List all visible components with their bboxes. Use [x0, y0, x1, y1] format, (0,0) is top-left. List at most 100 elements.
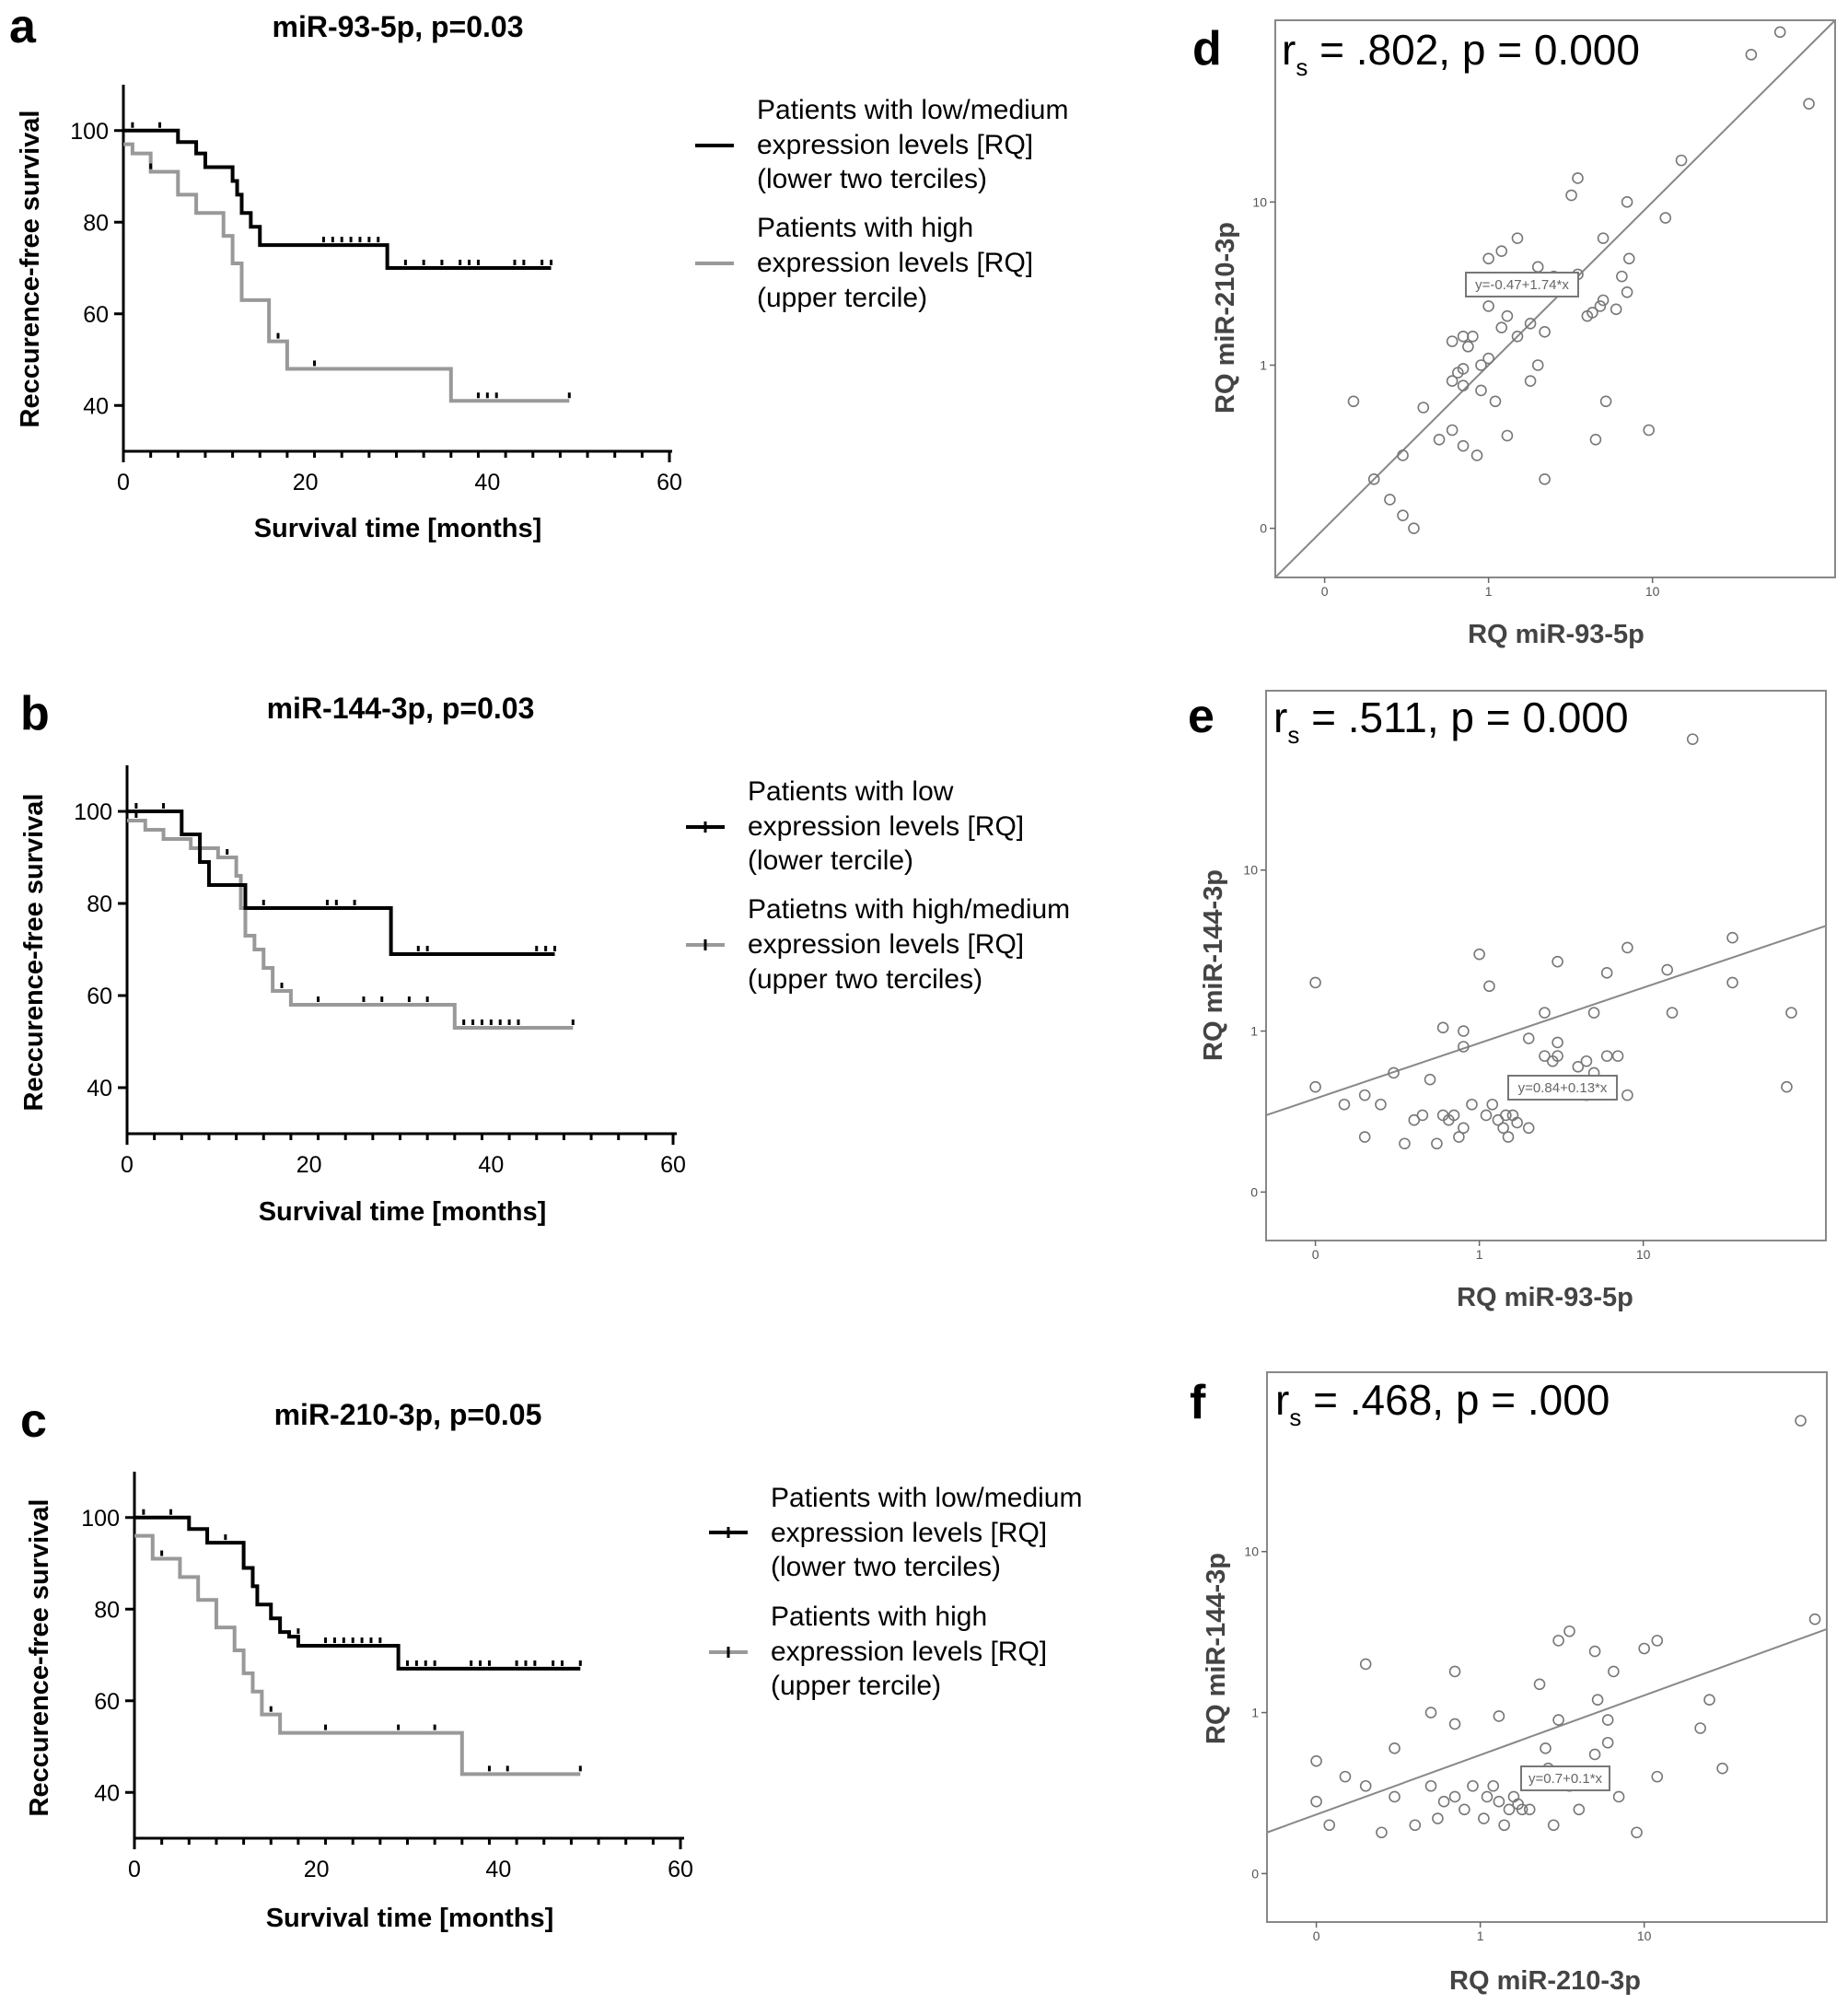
scatter-point-e-1: [1726, 931, 1738, 944]
x-tick-label-c-40: 40: [485, 1857, 511, 1882]
x-tick-label-d-1: 1: [1485, 584, 1493, 599]
scatter-point-f-51: [1310, 1795, 1322, 1808]
scatter-point-d-20: [1594, 300, 1607, 312]
corr-stat-f: rs = .468, p = .000: [1275, 1376, 1610, 1431]
scatter-point-d-40: [1475, 384, 1487, 397]
scatter-point-f-28: [1389, 1790, 1401, 1803]
scatter-point-d-41: [1524, 375, 1537, 387]
scatter-point-f-36: [1493, 1795, 1505, 1808]
scatter-point-d-22: [1586, 307, 1598, 319]
y-tick-label-d-1: 1: [1260, 358, 1267, 373]
scatter-point-d-17: [1621, 285, 1633, 298]
km-curve-c-high: [134, 1533, 581, 1777]
scatter-point-d-11: [1511, 232, 1524, 244]
fit-line-f: [1266, 1627, 1828, 1834]
fit-line-d: [1274, 19, 1836, 578]
x-tick-label-a-0: 0: [117, 470, 130, 495]
scatter-point-e-11: [1666, 1007, 1679, 1019]
scatter-point-e-25: [1600, 1050, 1613, 1062]
scatter-point-f-0: [1795, 1415, 1807, 1427]
y-tick-label-c-100: 100: [81, 1506, 120, 1532]
scatter-point-d-39: [1457, 379, 1470, 391]
scatter-point-d-33: [1462, 341, 1474, 353]
y-tick-label-f-10: 10: [1244, 1544, 1259, 1559]
chart-title-a: miR-93-5p, p=0.03: [273, 10, 524, 43]
x-tick-label-a-20: 20: [293, 470, 319, 495]
x-tick-label-c-0: 0: [128, 1857, 141, 1882]
scatter-point-e-37: [1458, 1122, 1470, 1135]
y-tick-label-b-100: 100: [74, 799, 112, 825]
legend-b-s1-line3: (lower tercile): [748, 845, 913, 876]
km-curve-b-low: [127, 810, 555, 956]
scatter-point-e-40: [1486, 1098, 1499, 1111]
scatter-point-d-29: [1501, 309, 1514, 322]
x-tick-label-c-60: 60: [668, 1857, 693, 1882]
scatter-point-f-12: [1703, 1694, 1715, 1707]
legend-b-s2-line2: expression levels [RQ]: [748, 929, 1024, 960]
x-tick-label-c-20: 20: [304, 1857, 330, 1882]
corr-sub-f: s: [1289, 1404, 1301, 1431]
scatter-point-e-6: [1473, 948, 1485, 961]
scatter-point-f-10: [1608, 1665, 1620, 1678]
x-axis-label-d: RQ miR-93-5p: [1468, 620, 1645, 649]
km-curve-b-high-medium: [127, 819, 574, 1030]
corr-rest-e: = .511, p = 0.000: [1299, 693, 1628, 741]
scatter-point-e-7: [1483, 980, 1495, 993]
scatter-point-f-43: [1409, 1819, 1422, 1832]
corr-r-f: r: [1275, 1376, 1289, 1424]
scatter-point-d-46: [1457, 439, 1470, 452]
y-axis-label-a: Reccurence-free survival: [16, 111, 45, 428]
y-tick-label-a-100: 100: [70, 119, 109, 145]
scatter-point-f-50: [1631, 1826, 1643, 1839]
scatter-point-d-30: [1467, 331, 1479, 343]
panel-letter-c: c: [20, 1394, 47, 1448]
scatter-point-d-4: [1659, 212, 1672, 224]
scatter-point-d-45: [1433, 433, 1446, 446]
fit-equation-d: y=-0.47+1.74*x: [1475, 277, 1569, 293]
scatter-point-e-47: [1431, 1137, 1443, 1150]
corr-stat-d: rs = .802, p = 0.000: [1282, 26, 1640, 81]
y-tick-label-b-80: 80: [87, 891, 112, 917]
scatter-point-d-18: [1610, 303, 1622, 316]
scatter-point-f-20: [1601, 1736, 1614, 1749]
scatter-point-e-42: [1497, 1122, 1509, 1135]
scatter-point-d-35: [1475, 359, 1487, 371]
scatter-point-f-9: [1533, 1678, 1546, 1691]
scatter-point-e-28: [1388, 1066, 1400, 1079]
scatter-point-d-8: [1597, 232, 1610, 244]
scatter-point-d-26: [1495, 321, 1508, 333]
scatter-point-e-15: [1458, 1025, 1470, 1037]
scatter-point-e-50: [1781, 1080, 1793, 1093]
scatter-point-e-38: [1466, 1098, 1478, 1111]
scatter-point-f-18: [1448, 1718, 1461, 1730]
fit-equation-e: y=0.84+0.13*x: [1518, 1080, 1608, 1096]
scatter-point-d-51: [1397, 509, 1409, 521]
panel-letter-f: f: [1190, 1376, 1206, 1429]
y-tick-label-c-40: 40: [94, 1780, 120, 1806]
scatter-point-d-42: [1489, 395, 1502, 408]
y-tick-label-b-40: 40: [87, 1076, 112, 1101]
scatter-point-f-42: [1498, 1819, 1510, 1832]
scatter-point-f-30: [1437, 1795, 1450, 1808]
x-axis-label-c: Survival time [months]: [266, 1904, 554, 1933]
legend-a-s1-line3: (lower two terciles): [757, 164, 987, 194]
y-tick-label-d-0: 0: [1260, 521, 1267, 536]
scatter-point-e-18: [1458, 1041, 1470, 1053]
scatter-point-d-47: [1470, 449, 1483, 461]
corr-stat-e: rs = .511, p = 0.000: [1273, 693, 1629, 749]
scatter-point-d-44: [1446, 424, 1459, 437]
legend-c-s1-line1: Patients with low/medium: [771, 1483, 1082, 1513]
scatter-point-f-33: [1467, 1779, 1479, 1792]
fit-equation-box-f: y=0.7+0.1*x: [1520, 1765, 1610, 1791]
scatter-point-e-13: [1539, 1007, 1551, 1019]
plot-frame-e: [1265, 690, 1827, 1241]
x-tick-label-f-0: 0: [1313, 1928, 1320, 1943]
scatter-point-e-5: [1552, 955, 1563, 968]
y-axis-label-f: RQ miR-144-3p: [1202, 1553, 1231, 1744]
x-axis-label-f: RQ miR-210-3p: [1449, 1966, 1641, 1996]
scatter-point-d-3: [1675, 154, 1688, 167]
legend-a: Patients with low/medium expression leve…: [695, 95, 1068, 313]
y-tick-label-a-60: 60: [83, 302, 109, 328]
y-tick-label-a-80: 80: [83, 210, 109, 236]
scatter-point-e-17: [1552, 1036, 1563, 1049]
